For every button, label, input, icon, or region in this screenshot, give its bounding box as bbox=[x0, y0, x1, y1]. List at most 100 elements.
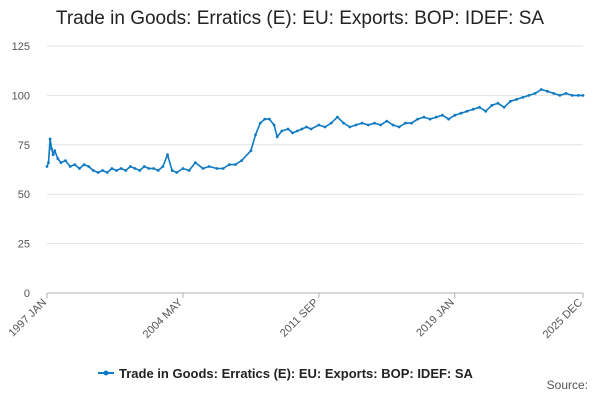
data-point bbox=[305, 125, 308, 129]
legend-swatch-marker bbox=[103, 370, 109, 376]
data-point bbox=[73, 163, 77, 167]
data-point bbox=[263, 117, 267, 121]
data-point bbox=[110, 167, 114, 170]
data-point bbox=[533, 92, 537, 95]
data-point bbox=[515, 98, 518, 101]
x-tick-label: 2025 DEC bbox=[541, 297, 585, 341]
data-point bbox=[78, 167, 81, 170]
data-point bbox=[558, 94, 562, 97]
data-point bbox=[56, 157, 60, 161]
data-point bbox=[152, 167, 156, 170]
data-point bbox=[490, 103, 494, 107]
data-point bbox=[300, 127, 304, 131]
data-point bbox=[453, 113, 457, 117]
data-point bbox=[175, 171, 179, 174]
data-point bbox=[527, 94, 531, 97]
data-point bbox=[227, 163, 231, 167]
data-point bbox=[207, 165, 211, 168]
data-point bbox=[291, 131, 294, 135]
y-axis: 0 25 50 75 100 125 bbox=[12, 41, 30, 300]
data-point bbox=[465, 109, 469, 113]
data-point bbox=[379, 123, 382, 127]
data-point bbox=[48, 137, 52, 141]
data-point bbox=[82, 163, 86, 167]
data-point bbox=[45, 165, 49, 168]
chart-title: Trade in Goods: Erratics (E): EU: Export… bbox=[55, 8, 545, 29]
data-point bbox=[240, 159, 244, 163]
data-point bbox=[471, 107, 475, 111]
data-point bbox=[142, 165, 146, 168]
series-line bbox=[46, 88, 583, 174]
data-point bbox=[366, 123, 370, 127]
data-point bbox=[87, 165, 91, 168]
data-point bbox=[51, 153, 55, 157]
data-point bbox=[342, 121, 345, 125]
source-label: Source: bbox=[546, 378, 588, 392]
data-point bbox=[422, 115, 426, 119]
data-point bbox=[234, 163, 237, 167]
data-point bbox=[309, 127, 313, 131]
data-point bbox=[268, 117, 271, 121]
data-point bbox=[416, 117, 420, 121]
data-point bbox=[336, 115, 339, 119]
data-point bbox=[249, 149, 253, 153]
x-tick-label: 2019 JAN bbox=[414, 297, 457, 340]
data-point bbox=[354, 123, 358, 127]
grid-lines bbox=[47, 45, 583, 245]
y-tick-label: 0 bbox=[24, 288, 30, 300]
data-point bbox=[147, 167, 151, 170]
data-point bbox=[434, 115, 438, 119]
data-point bbox=[96, 171, 100, 174]
data-point bbox=[193, 161, 197, 165]
data-point bbox=[280, 129, 284, 133]
data-point bbox=[129, 165, 132, 168]
data-point bbox=[373, 121, 376, 125]
data-point bbox=[101, 169, 104, 172]
data-point bbox=[133, 167, 137, 170]
data-point bbox=[581, 94, 585, 97]
data-point bbox=[397, 125, 401, 129]
data-point bbox=[391, 123, 395, 127]
legend-item-label[interactable]: Trade in Goods: Erratics (E): EU: Export… bbox=[119, 366, 474, 381]
data-point bbox=[50, 147, 53, 151]
data-point bbox=[459, 111, 463, 115]
data-point bbox=[564, 92, 568, 95]
data-point bbox=[275, 135, 279, 139]
data-point bbox=[91, 169, 95, 172]
data-point bbox=[441, 113, 444, 117]
data-point bbox=[258, 121, 262, 125]
data-point bbox=[156, 169, 160, 172]
data-point bbox=[187, 169, 191, 172]
legend: Trade in Goods: Erratics (E): EU: Export… bbox=[98, 366, 474, 381]
data-point bbox=[317, 123, 321, 127]
x-axis: 1997 JAN 2004 MAY 2011 SEP 2019 JAN 2025 DEC bbox=[6, 292, 585, 341]
data-point bbox=[484, 109, 488, 113]
data-point bbox=[161, 165, 165, 168]
y-tick-label: 125 bbox=[12, 41, 30, 53]
data-point bbox=[286, 127, 290, 131]
data-point bbox=[170, 169, 174, 172]
series-layer bbox=[45, 88, 585, 174]
data-point bbox=[502, 105, 506, 109]
data-point bbox=[447, 117, 450, 121]
data-point bbox=[295, 129, 299, 133]
x-tick-label: 2011 SEP bbox=[278, 297, 321, 340]
data-point bbox=[570, 94, 574, 97]
y-tick-label: 100 bbox=[12, 90, 30, 102]
data-point bbox=[64, 159, 67, 163]
data-point bbox=[119, 167, 123, 170]
data-point bbox=[360, 121, 364, 125]
data-point bbox=[105, 171, 109, 174]
data-point bbox=[138, 169, 142, 172]
data-point bbox=[552, 92, 556, 95]
data-point bbox=[410, 121, 413, 125]
data-point bbox=[539, 88, 543, 91]
data-point bbox=[68, 165, 72, 168]
data-point bbox=[428, 117, 432, 121]
y-tick-label: 75 bbox=[18, 140, 30, 152]
data-point bbox=[181, 167, 185, 170]
data-point bbox=[59, 161, 63, 165]
data-point bbox=[546, 90, 549, 93]
y-tick-label: 50 bbox=[18, 189, 30, 201]
